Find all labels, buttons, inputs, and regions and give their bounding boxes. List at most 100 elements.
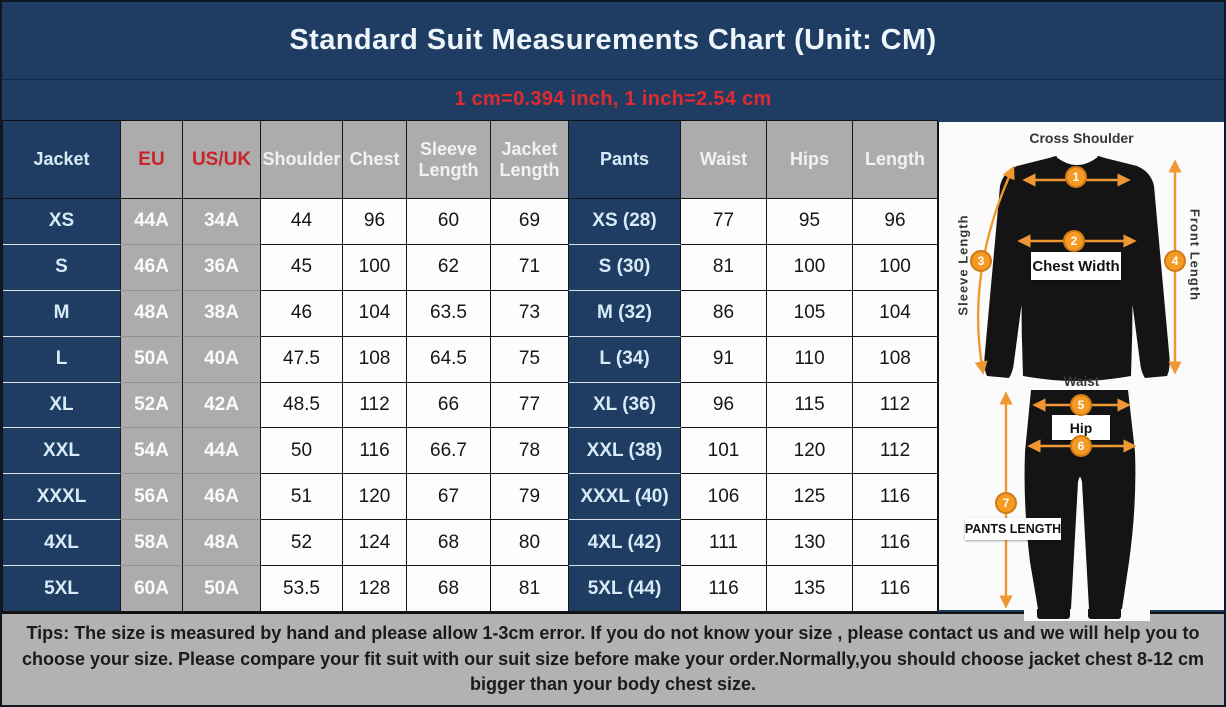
waist-cell: 77 [681,199,767,245]
measurement-diagram: Cross Shoulder Sleeve Length Front Lengt… [938,122,1224,610]
badge-pants-length: 7 [995,492,1017,514]
size-row-l: L 50A 40A 47.5 108 64.5 75 L (34) 91 110… [3,336,938,383]
hips-cell: 110 [767,336,853,383]
length-cell: 104 [853,290,938,337]
jacket-length-cell: 75 [491,336,569,383]
header-row: Jacket EU US/UK Shoulder Chest Sleeve Le… [3,121,938,199]
size-row-xl: XL 52A 42A 48.5 112 66 77 XL (36) 96 115… [3,382,938,429]
badge-cross-shoulder: 1 [1065,166,1087,188]
jacket-size-cell: XS [3,199,121,245]
pants-size-cell: XL (36) [569,382,681,429]
us-uk-size-cell: 40A [183,336,261,383]
jacket-length-cell: 71 [491,244,569,291]
chest-cell: 108 [343,336,407,383]
jacket-length-cell: 80 [491,520,569,566]
header-jacket-length: Jacket Length [491,121,569,199]
badge-sleeve-length: 3 [970,250,992,272]
us-uk-size-cell: 42A [183,382,261,429]
sleeve-length-cell: 62 [407,244,491,291]
header-chest: Chest [343,121,407,199]
chest-cell: 104 [343,290,407,337]
sleeve-length-cell: 66.7 [407,428,491,475]
waist-label: Waist [1063,374,1100,389]
header-shoulder: Shoulder [261,121,343,199]
waist-cell: 81 [681,244,767,291]
length-cell: 96 [853,199,938,245]
jacket-length-cell: 81 [491,566,569,612]
eu-size-cell: 58A [121,520,183,566]
eu-size-cell: 44A [121,199,183,245]
eu-size-cell: 50A [121,336,183,383]
conversion-note: 1 cm=0.394 inch, 1 inch=2.54 cm [454,88,772,110]
waist-cell: 106 [681,474,767,521]
pants-size-cell: 4XL (42) [569,520,681,566]
us-uk-size-cell: 48A [183,520,261,566]
sleeve-length-cell: 63.5 [407,290,491,337]
jacket-size-cell: 5XL [3,566,121,612]
sleeve-length-cell: 60 [407,199,491,245]
us-uk-size-cell: 38A [183,290,261,337]
waist-cell: 111 [681,520,767,566]
conversion-note-band: 1 cm=0.394 inch, 1 inch=2.54 cm [2,81,1224,118]
jacket-length-cell: 77 [491,382,569,429]
badge-hip: 6 [1070,435,1092,457]
front-length-label: Front Length [1187,208,1203,302]
jacket-length-cell: 69 [491,199,569,245]
header-length: Length [853,121,938,199]
length-cell: 116 [853,474,938,521]
badge-waist: 5 [1070,394,1092,416]
jacket-size-cell: XXL [3,428,121,475]
chest-cell: 96 [343,199,407,245]
garment-illustration [974,156,1182,609]
size-row-5xl: 5XL 60A 50A 53.5 128 68 81 5XL (44) 116 … [3,566,938,612]
header-jacket: Jacket [3,121,121,199]
shoulder-cell: 45 [261,244,343,291]
size-row-m: M 48A 38A 46 104 63.5 73 M (32) 86 105 1… [3,290,938,337]
main-area: Jacket EU US/UK Shoulder Chest Sleeve Le… [2,118,1224,612]
waist-cell: 91 [681,336,767,383]
shoulder-cell: 51 [261,474,343,521]
us-uk-size-cell: 46A [183,474,261,521]
jacket-size-cell: L [3,336,121,383]
shoulder-cell: 44 [261,199,343,245]
badge-chest-width: 2 [1063,230,1085,252]
us-uk-size-cell: 44A [183,428,261,475]
jacket-size-cell: 4XL [3,520,121,566]
chest-cell: 116 [343,428,407,475]
hips-cell: 135 [767,566,853,612]
length-cell: 100 [853,244,938,291]
jacket-size-cell: XXXL [3,474,121,521]
waist-cell: 116 [681,566,767,612]
length-cell: 112 [853,382,938,429]
length-cell: 112 [853,428,938,475]
hips-cell: 120 [767,428,853,475]
header-hips: Hips [767,121,853,199]
sleeve-length-cell: 64.5 [407,336,491,383]
sleeve-length-cell: 68 [407,566,491,612]
eu-size-cell: 56A [121,474,183,521]
us-uk-size-cell: 36A [183,244,261,291]
pant-legs-overflow [1024,609,1150,621]
chest-width-label: Chest Width [1031,252,1121,280]
pants-size-cell: XXXL (40) [569,474,681,521]
sleeve-length-label: Sleeve Length [955,214,971,316]
shoulder-cell: 48.5 [261,382,343,429]
cross-shoulder-label: Cross Shoulder [1029,130,1134,146]
pants-size-cell: 5XL (44) [569,566,681,612]
tips-band: Tips: The size is measured by hand and p… [2,612,1224,705]
shoulder-cell: 46 [261,290,343,337]
eu-size-cell: 52A [121,382,183,429]
pant-leg-end [1088,609,1121,619]
page-title: Standard Suit Measurements Chart (Unit: … [289,24,937,56]
tips-text: Tips: The size is measured by hand and p… [21,623,1205,695]
waist-cell: 101 [681,428,767,475]
shoulder-cell: 47.5 [261,336,343,383]
jacket-length-cell: 78 [491,428,569,475]
size-row-xxl: XXL 54A 44A 50 116 66.7 78 XXL (38) 101 … [3,428,938,475]
waist-cell: 96 [681,382,767,429]
length-cell: 116 [853,520,938,566]
sleeve-length-cell: 68 [407,520,491,566]
sleeve-length-cell: 67 [407,474,491,521]
title-band: Standard Suit Measurements Chart (Unit: … [2,2,1224,80]
